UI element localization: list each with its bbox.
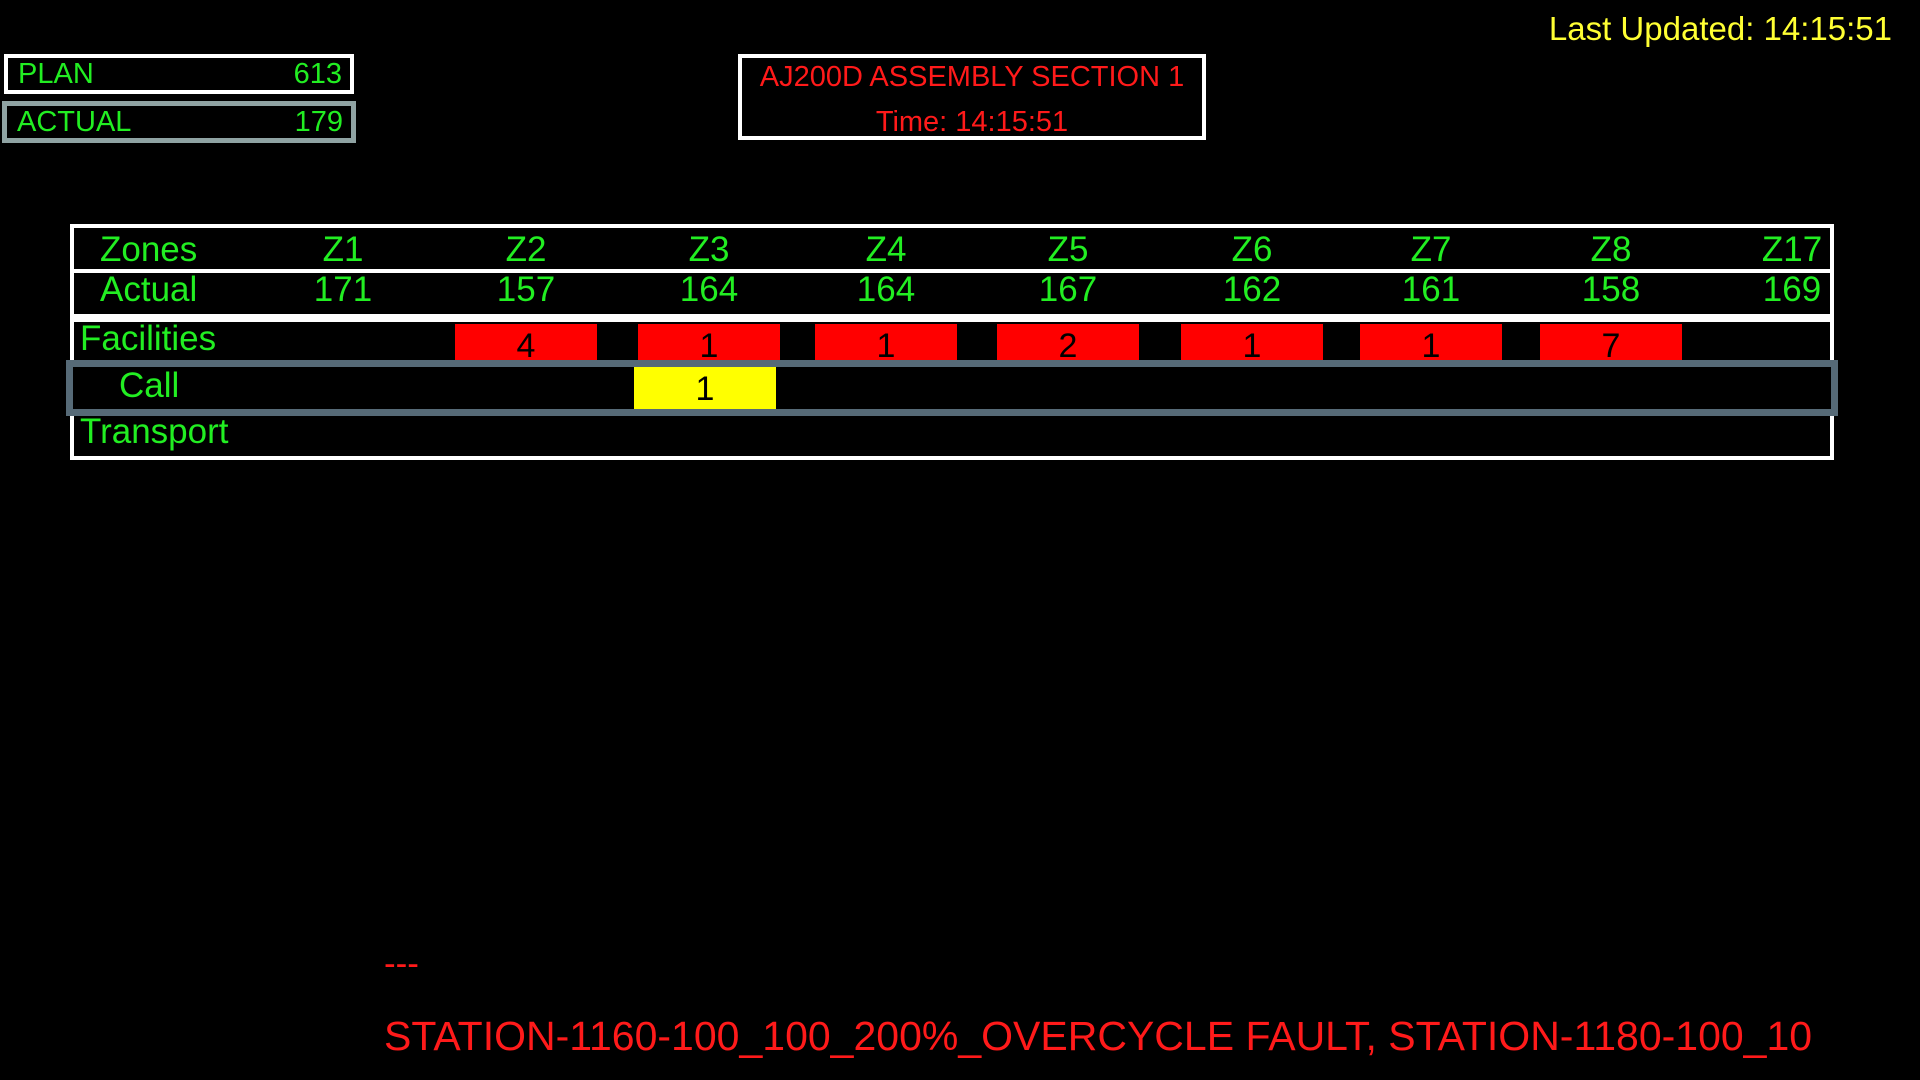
call-row-label: Call [119,366,180,405]
zone-header-z4: Z4 [865,230,907,269]
section-title: AJ200D ASSEMBLY SECTION 1 [759,61,1185,93]
plan-label: PLAN [18,57,94,90]
call-row: Call 1 [66,360,1838,416]
zone-header-z1: Z1 [322,230,364,269]
transport-row: Transport [70,412,1834,460]
zone-header-z7: Z7 [1410,230,1452,269]
zones-row-label: Zones [100,230,198,269]
facilities-alarm-z5: 2 [997,324,1139,365]
facilities-alarm-z3: 1 [638,324,780,365]
zone-actual-z1: 171 [313,270,373,309]
zones-row: Zones Z1 Z2 Z3 Z4 Z5 Z6 Z7 Z8 Z17 [70,224,1834,273]
actual-counter-label: ACTUAL [17,105,132,138]
actual-row: Actual 171 157 164 164 167 162 161 158 169 [70,270,1834,318]
actual-row-label: Actual [100,270,198,309]
fault-ticker: STATION-1160-100_100_200%_OVERCYCLE FAUL… [384,1013,1813,1059]
zone-actual-z3: 164 [679,270,739,309]
section-time: Time: 14:15:51 [875,106,1069,138]
transport-row-label: Transport [80,412,229,451]
facilities-alarm-z8: 7 [1540,324,1682,365]
zone-header-z8: Z8 [1590,230,1632,269]
zone-status-table: Zones Z1 Z2 Z3 Z4 Z5 Z6 Z7 Z8 Z17 Actual 171 157 1… [66,224,1838,460]
actual-counter-value: 179 [294,105,343,138]
zone-actual-z2: 157 [496,270,556,309]
actual-counter: ACTUAL 179 [2,101,356,143]
facilities-alarm-z7: 1 [1360,324,1502,365]
facilities-alarm-z6: 1 [1181,324,1323,365]
zone-header-z5: Z5 [1047,230,1089,269]
zone-actual-z4: 164 [856,270,916,309]
zone-actual-z17: 169 [1762,270,1822,309]
plan-counter: PLAN 613 [4,54,354,94]
zone-actual-z6: 162 [1222,270,1282,309]
zone-header-z2: Z2 [505,230,547,269]
zone-header-z3: Z3 [688,230,730,269]
zone-header-z17: Z17 [1761,230,1823,269]
zone-actual-z7: 161 [1401,270,1461,309]
facilities-alarm-z4: 1 [815,324,957,365]
zone-header-z6: Z6 [1231,230,1273,269]
call-alarm-z3: 1 [634,367,776,409]
ticker-separator: --- [384,944,419,983]
facilities-alarm-z2: 4 [455,324,597,365]
facilities-row-label: Facilities [80,319,217,358]
zone-actual-z8: 158 [1581,270,1641,309]
section-title-box: AJ200D ASSEMBLY SECTION 1 Time: 14:15:51 [738,54,1206,140]
plan-value: 613 [293,57,342,90]
zone-actual-z5: 167 [1038,270,1098,309]
last-updated-label: Last Updated: 14:15:51 [1548,10,1892,47]
